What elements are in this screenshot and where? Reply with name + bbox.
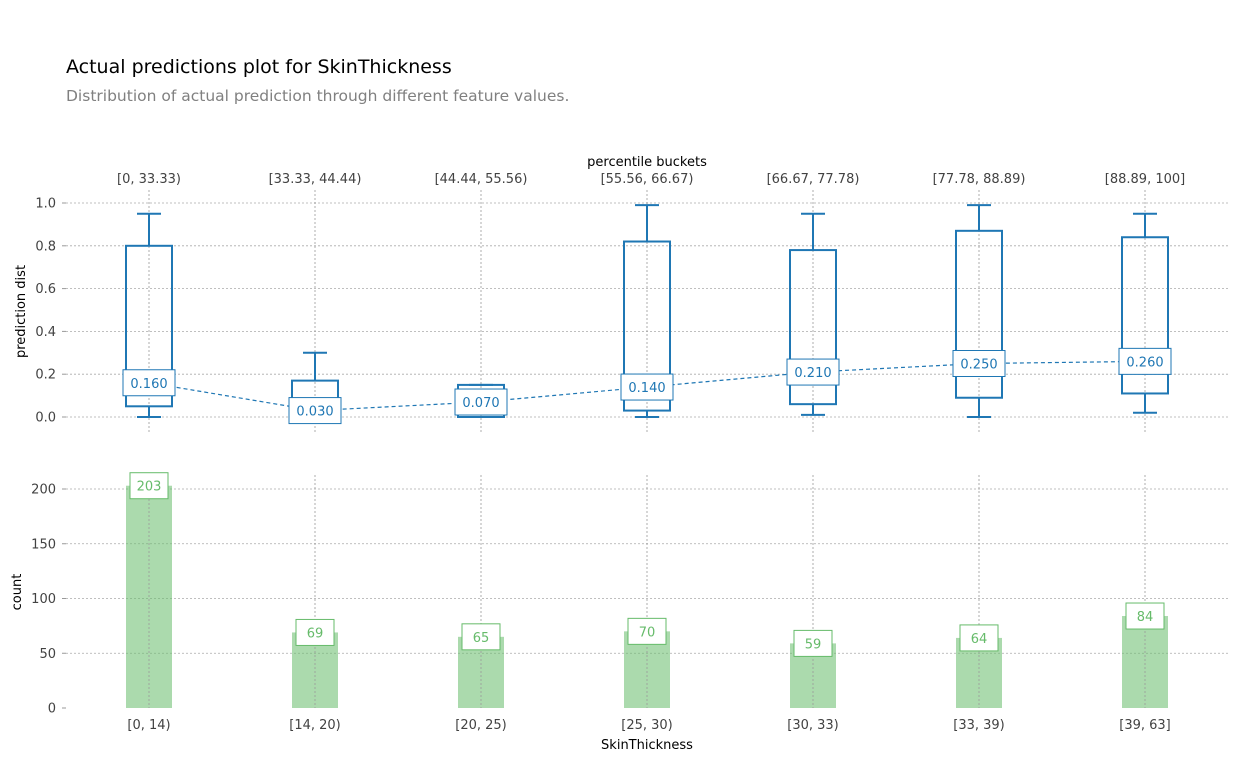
y-tick-label: 150 (31, 537, 56, 552)
chart-title: Actual predictions plot for SkinThicknes… (66, 56, 452, 78)
x-tick-label: [30, 33) (787, 718, 839, 733)
mean-label: 0.030 (296, 405, 333, 420)
box-iqr (623, 240, 671, 412)
y-axis-title-top: prediction dist (14, 265, 29, 358)
count-label: 70 (639, 625, 656, 640)
x-tick-label: [0, 14) (127, 718, 170, 733)
mean-label: 0.250 (960, 358, 997, 373)
top-category-label: [88.89, 100] (1105, 172, 1185, 187)
x-tick-label: [25, 30) (621, 718, 673, 733)
mean-label-box (288, 397, 342, 425)
y-tick-label: 0.8 (35, 239, 56, 254)
mean-label: 0.210 (794, 366, 831, 381)
x-tick-label: [33, 39) (953, 718, 1005, 733)
x-tick-label: [39, 63] (1119, 718, 1171, 733)
top-category-label: [44.44, 55.56) (435, 172, 528, 187)
count-label-box (627, 617, 667, 645)
count-label-box (1125, 602, 1165, 630)
y-tick-label: 0.0 (35, 411, 56, 426)
x-tick-label: [14, 20) (289, 718, 341, 733)
box-iqr (955, 229, 1003, 399)
top-axis-title: percentile buckets (587, 155, 707, 170)
mean-label: 0.160 (130, 377, 167, 392)
top-category-label: [66.67, 77.78) (767, 172, 860, 187)
count-label-box (461, 623, 501, 651)
mean-label: 0.140 (628, 381, 665, 396)
y-tick-label: 0.6 (35, 282, 56, 297)
count-bar (1122, 616, 1168, 708)
count-label: 59 (805, 637, 822, 652)
count-label: 64 (971, 632, 988, 647)
chart-subtitle: Distribution of actual prediction throug… (66, 87, 570, 105)
top-category-label: [0, 33.33) (117, 172, 181, 187)
mean-label-box (454, 388, 508, 416)
y-tick-label: 50 (39, 647, 56, 662)
y-tick-label: 1.0 (35, 197, 56, 212)
x-axis-title: SkinThickness (601, 738, 693, 753)
count-label: 203 (137, 480, 162, 495)
mean-label: 0.260 (1126, 355, 1163, 370)
y-tick-label: 0 (48, 702, 56, 717)
mean-label-box (122, 369, 176, 397)
top-category-label: [33.33, 44.44) (269, 172, 362, 187)
y-tick-label: 200 (31, 483, 56, 498)
y-axis-title-bottom: count (10, 574, 25, 611)
top-category-label: [77.78, 88.89) (933, 172, 1026, 187)
box-iqr (1121, 236, 1169, 395)
x-tick-label: [20, 25) (455, 718, 507, 733)
mean-label: 0.070 (462, 396, 499, 411)
box-iqr (789, 249, 837, 406)
count-label: 84 (1137, 610, 1154, 625)
count-label-box (793, 629, 833, 657)
y-tick-label: 0.4 (35, 325, 56, 340)
count-label: 65 (473, 631, 490, 646)
count-label-box (129, 472, 169, 500)
y-tick-label: 0.2 (35, 368, 56, 383)
count-label-box (959, 624, 999, 652)
y-tick-label: 100 (31, 592, 56, 607)
box-iqr (125, 244, 173, 408)
mean-label-box (620, 373, 674, 401)
mean-label-box (786, 358, 840, 386)
count-label-box (295, 618, 335, 646)
top-category-label: [55.56, 66.67) (601, 172, 694, 187)
mean-label-box (952, 350, 1006, 377)
count-label: 69 (307, 626, 324, 641)
mean-label-box (1118, 347, 1172, 375)
